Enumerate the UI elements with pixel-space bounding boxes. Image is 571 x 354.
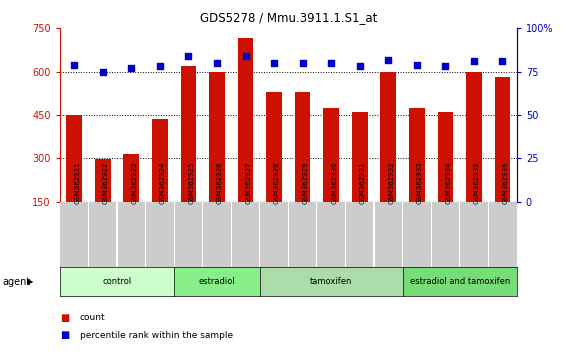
Text: GSM362923: GSM362923 — [131, 161, 138, 204]
Point — [469, 58, 478, 64]
Text: GSM362921: GSM362921 — [74, 161, 81, 204]
Bar — [66, 115, 82, 202]
Text: GSM362926: GSM362926 — [217, 161, 223, 204]
Point — [241, 53, 250, 59]
Point — [384, 57, 393, 62]
Text: GSM362934: GSM362934 — [445, 161, 452, 204]
Text: GSM362928: GSM362928 — [274, 161, 280, 204]
Text: GSM362922: GSM362922 — [103, 161, 109, 204]
Bar — [152, 119, 168, 202]
Point — [327, 60, 336, 66]
Bar — [352, 112, 368, 202]
Text: estradiol and tamoxifen: estradiol and tamoxifen — [409, 277, 510, 286]
Text: tamoxifen: tamoxifen — [310, 277, 352, 286]
Point — [270, 60, 279, 66]
Text: ▶: ▶ — [27, 277, 34, 286]
Point — [155, 64, 164, 69]
Text: GSM362932: GSM362932 — [388, 161, 395, 204]
Bar — [266, 92, 282, 202]
Text: ■: ■ — [60, 313, 69, 322]
Bar — [494, 76, 510, 202]
Text: GSM362925: GSM362925 — [188, 161, 195, 204]
Point — [184, 53, 193, 59]
Bar — [409, 108, 425, 202]
Bar — [123, 154, 139, 202]
Bar — [180, 67, 196, 202]
Text: ■: ■ — [60, 330, 69, 340]
Bar — [95, 159, 111, 202]
Bar — [323, 108, 339, 202]
Bar — [466, 72, 482, 202]
Point — [127, 65, 136, 71]
Text: GSM362930: GSM362930 — [331, 161, 337, 204]
Text: count: count — [80, 313, 106, 322]
Text: control: control — [102, 277, 132, 286]
Text: GDS5278 / Mmu.3911.1.S1_at: GDS5278 / Mmu.3911.1.S1_at — [200, 11, 377, 24]
Point — [355, 64, 364, 69]
Bar — [437, 112, 453, 202]
Point — [498, 58, 507, 64]
Text: GSM362929: GSM362929 — [303, 161, 309, 204]
Text: agent: agent — [3, 277, 31, 287]
Text: GSM362927: GSM362927 — [246, 161, 252, 204]
Text: estradiol: estradiol — [199, 277, 235, 286]
Point — [70, 62, 79, 68]
Text: GSM362935: GSM362935 — [474, 161, 480, 204]
Text: GSM362933: GSM362933 — [417, 161, 423, 204]
Point — [212, 60, 222, 66]
Point — [98, 69, 107, 75]
Point — [298, 60, 307, 66]
Bar — [209, 72, 225, 202]
Point — [441, 64, 450, 69]
Text: GSM362931: GSM362931 — [360, 161, 366, 204]
Text: percentile rank within the sample: percentile rank within the sample — [80, 331, 233, 340]
Text: GSM362936: GSM362936 — [502, 161, 509, 204]
Bar — [238, 39, 254, 202]
Text: GSM362924: GSM362924 — [160, 161, 166, 204]
Point — [412, 62, 421, 68]
Bar — [295, 92, 311, 202]
Bar — [380, 72, 396, 202]
